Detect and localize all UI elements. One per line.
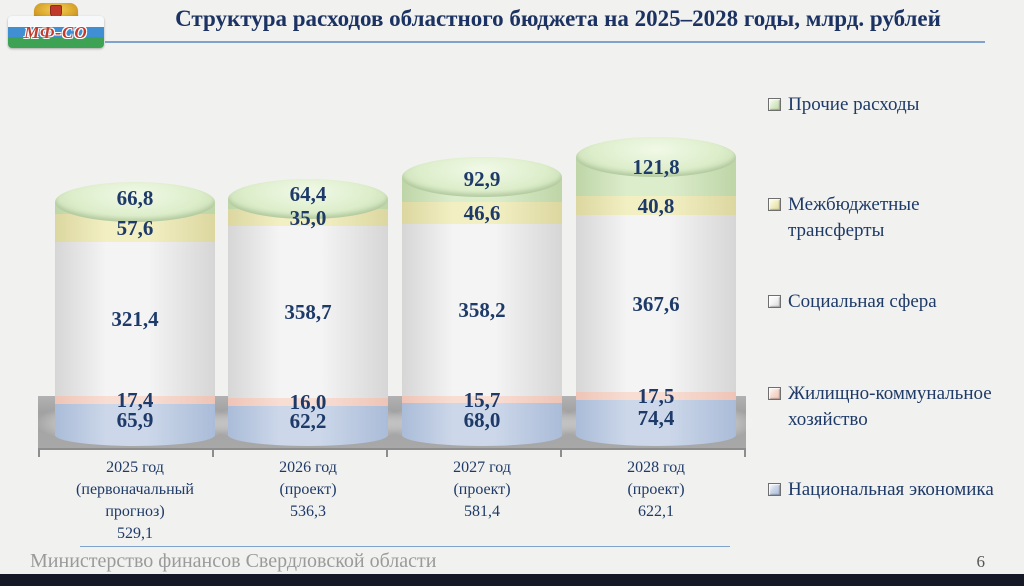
category-label: 2027 год (проект) 581,4 bbox=[395, 457, 569, 523]
value-label-social-sphere: 321,4 bbox=[111, 306, 159, 331]
segment-national-economy bbox=[228, 406, 388, 436]
cylinder-top-cap bbox=[55, 182, 215, 223]
value-label-other-expenses: 66,8 bbox=[116, 186, 154, 211]
axis-tick bbox=[38, 448, 40, 457]
legend-color-swatch-icon bbox=[768, 483, 781, 496]
segment-national-economy bbox=[576, 400, 736, 436]
legend-color-swatch-icon bbox=[768, 198, 781, 211]
cylinder-top-cap bbox=[402, 156, 562, 197]
value-label-national-economy: 65,9 bbox=[116, 408, 154, 433]
category-label-line: (проект) bbox=[453, 481, 511, 499]
footer-organization: Министерство финансов Свердловской облас… bbox=[30, 550, 437, 572]
segment-social-sphere bbox=[576, 215, 736, 392]
category-label-line: 2028 год bbox=[627, 459, 685, 476]
value-label-interbudget-transfers: 40,8 bbox=[637, 193, 675, 218]
legend-color-swatch-icon bbox=[768, 98, 781, 111]
axis-tick bbox=[744, 448, 746, 457]
category-label-line: 2027 год bbox=[453, 459, 511, 476]
value-label-interbudget-transfers: 46,6 bbox=[463, 200, 501, 225]
legend-item-social-sphere: Социальная сфера bbox=[768, 289, 1016, 315]
value-label-other-expenses: 64,4 bbox=[289, 182, 327, 207]
category-label-line: 536,3 bbox=[290, 503, 326, 521]
axis-tick bbox=[212, 448, 214, 457]
value-label-other-expenses: 92,9 bbox=[463, 167, 501, 192]
cylinder-2025-год: 65,9 17,4 321,4 57,6 66,8 bbox=[55, 182, 215, 446]
ministry-logo: МФ-СО bbox=[8, 3, 104, 57]
legend-item-other-expenses: Прочие расходы bbox=[768, 92, 1016, 118]
flag-stripe-white bbox=[8, 16, 104, 27]
value-label-housing-utilities: 17,5 bbox=[637, 384, 675, 409]
category-label-line: 2026 год bbox=[279, 459, 337, 476]
value-label-national-economy: 74,4 bbox=[637, 406, 675, 431]
category-label-line: (первоначальный bbox=[76, 481, 194, 499]
segment-housing-utilities bbox=[402, 395, 562, 404]
page-title: Структура расходов областного бюджета на… bbox=[175, 6, 941, 31]
value-label-social-sphere: 358,7 bbox=[284, 300, 332, 325]
segment-national-economy bbox=[402, 403, 562, 436]
category-label-line: 581,4 bbox=[464, 503, 500, 521]
legend-label: Межбюджетные трансферты bbox=[788, 194, 920, 241]
legend-item-interbudget-transfers: Межбюджетные трансферты bbox=[768, 192, 1016, 243]
value-label-national-economy: 62,2 bbox=[289, 409, 327, 434]
cylinder-top-cap bbox=[228, 178, 388, 219]
value-label-interbudget-transfers: 35,0 bbox=[289, 205, 327, 230]
legend-item-housing-utilities: Жилищно-коммунальное хозяйство bbox=[768, 381, 1016, 432]
segment-housing-utilities bbox=[576, 391, 736, 401]
segment-housing-utilities bbox=[55, 396, 215, 405]
coat-of-arms-icon bbox=[34, 3, 78, 19]
value-label-housing-utilities: 16,0 bbox=[289, 390, 327, 415]
legend-item-national-economy: Национальная экономика bbox=[768, 477, 1016, 503]
segment-national-economy bbox=[55, 404, 215, 436]
flag-stripe-blue bbox=[8, 26, 104, 38]
category-label-line: (проект) bbox=[627, 481, 685, 499]
cylinder-2026-год: 62,2 16,0 358,7 35,0 64,4 bbox=[228, 178, 388, 446]
cylinder-top-cap bbox=[576, 137, 736, 178]
category-label-line: 529,1 bbox=[117, 525, 153, 543]
value-label-social-sphere: 358,2 bbox=[458, 297, 506, 322]
page-number: 6 bbox=[976, 552, 986, 571]
legend-color-swatch-icon bbox=[768, 387, 781, 400]
legend-color-swatch-icon bbox=[768, 295, 781, 308]
segment-housing-utilities bbox=[228, 398, 388, 407]
segment-interbudget-transfers bbox=[576, 195, 736, 216]
cylinder-2027-год: 68,0 15,7 358,2 46,6 92,9 bbox=[402, 156, 562, 446]
value-label-national-economy: 68,0 bbox=[463, 407, 501, 432]
x-axis-line bbox=[38, 448, 746, 450]
flag-stripe-green bbox=[8, 37, 104, 48]
segment-social-sphere bbox=[55, 241, 215, 397]
category-label-line: 622,1 bbox=[638, 503, 674, 521]
value-label-housing-utilities: 17,4 bbox=[116, 388, 154, 413]
chart-legend: Прочие расходы Межбюджетные трансферты Соц… bbox=[768, 0, 1018, 540]
legend-label: Жилищно-коммунальное хозяйство bbox=[788, 383, 992, 430]
expenditure-chart: 65,9 17,4 321,4 57,6 66,8 62,2 16,0 358,7 35,0 64… bbox=[35, 137, 756, 545]
value-label-other-expenses: 121,8 bbox=[632, 154, 680, 179]
value-label-social-sphere: 367,6 bbox=[632, 291, 680, 316]
category-label-line: 2025 год bbox=[106, 459, 164, 476]
segment-social-sphere bbox=[402, 223, 562, 396]
flag-icon bbox=[8, 16, 104, 48]
title-underline bbox=[105, 41, 985, 43]
value-label-interbudget-transfers: 57,6 bbox=[116, 215, 154, 240]
axis-tick bbox=[386, 448, 388, 457]
legend-label: Социальная сфера bbox=[788, 291, 937, 312]
category-label-line: прогноз) bbox=[105, 503, 165, 521]
category-label: 2026 год (проект) 536,3 bbox=[221, 457, 395, 523]
legend-label: Национальная экономика bbox=[788, 479, 994, 500]
axis-tick bbox=[560, 448, 562, 457]
value-label-housing-utilities: 15,7 bbox=[463, 387, 501, 412]
cylinder-2028-год: 74,4 17,5 367,6 40,8 121,8 bbox=[576, 137, 736, 446]
legend-label: Прочие расходы bbox=[788, 94, 920, 115]
category-label-line: (проект) bbox=[279, 481, 337, 499]
segment-social-sphere bbox=[228, 226, 388, 399]
segment-interbudget-transfers bbox=[402, 201, 562, 224]
bottom-bar bbox=[0, 574, 1024, 586]
logo-text: МФ-СО bbox=[24, 23, 88, 42]
category-label: 2025 год (первоначальный прогноз) 529,1 bbox=[48, 457, 222, 545]
footer-line bbox=[80, 546, 730, 547]
category-label: 2028 год (проект) 622,1 bbox=[569, 457, 743, 523]
